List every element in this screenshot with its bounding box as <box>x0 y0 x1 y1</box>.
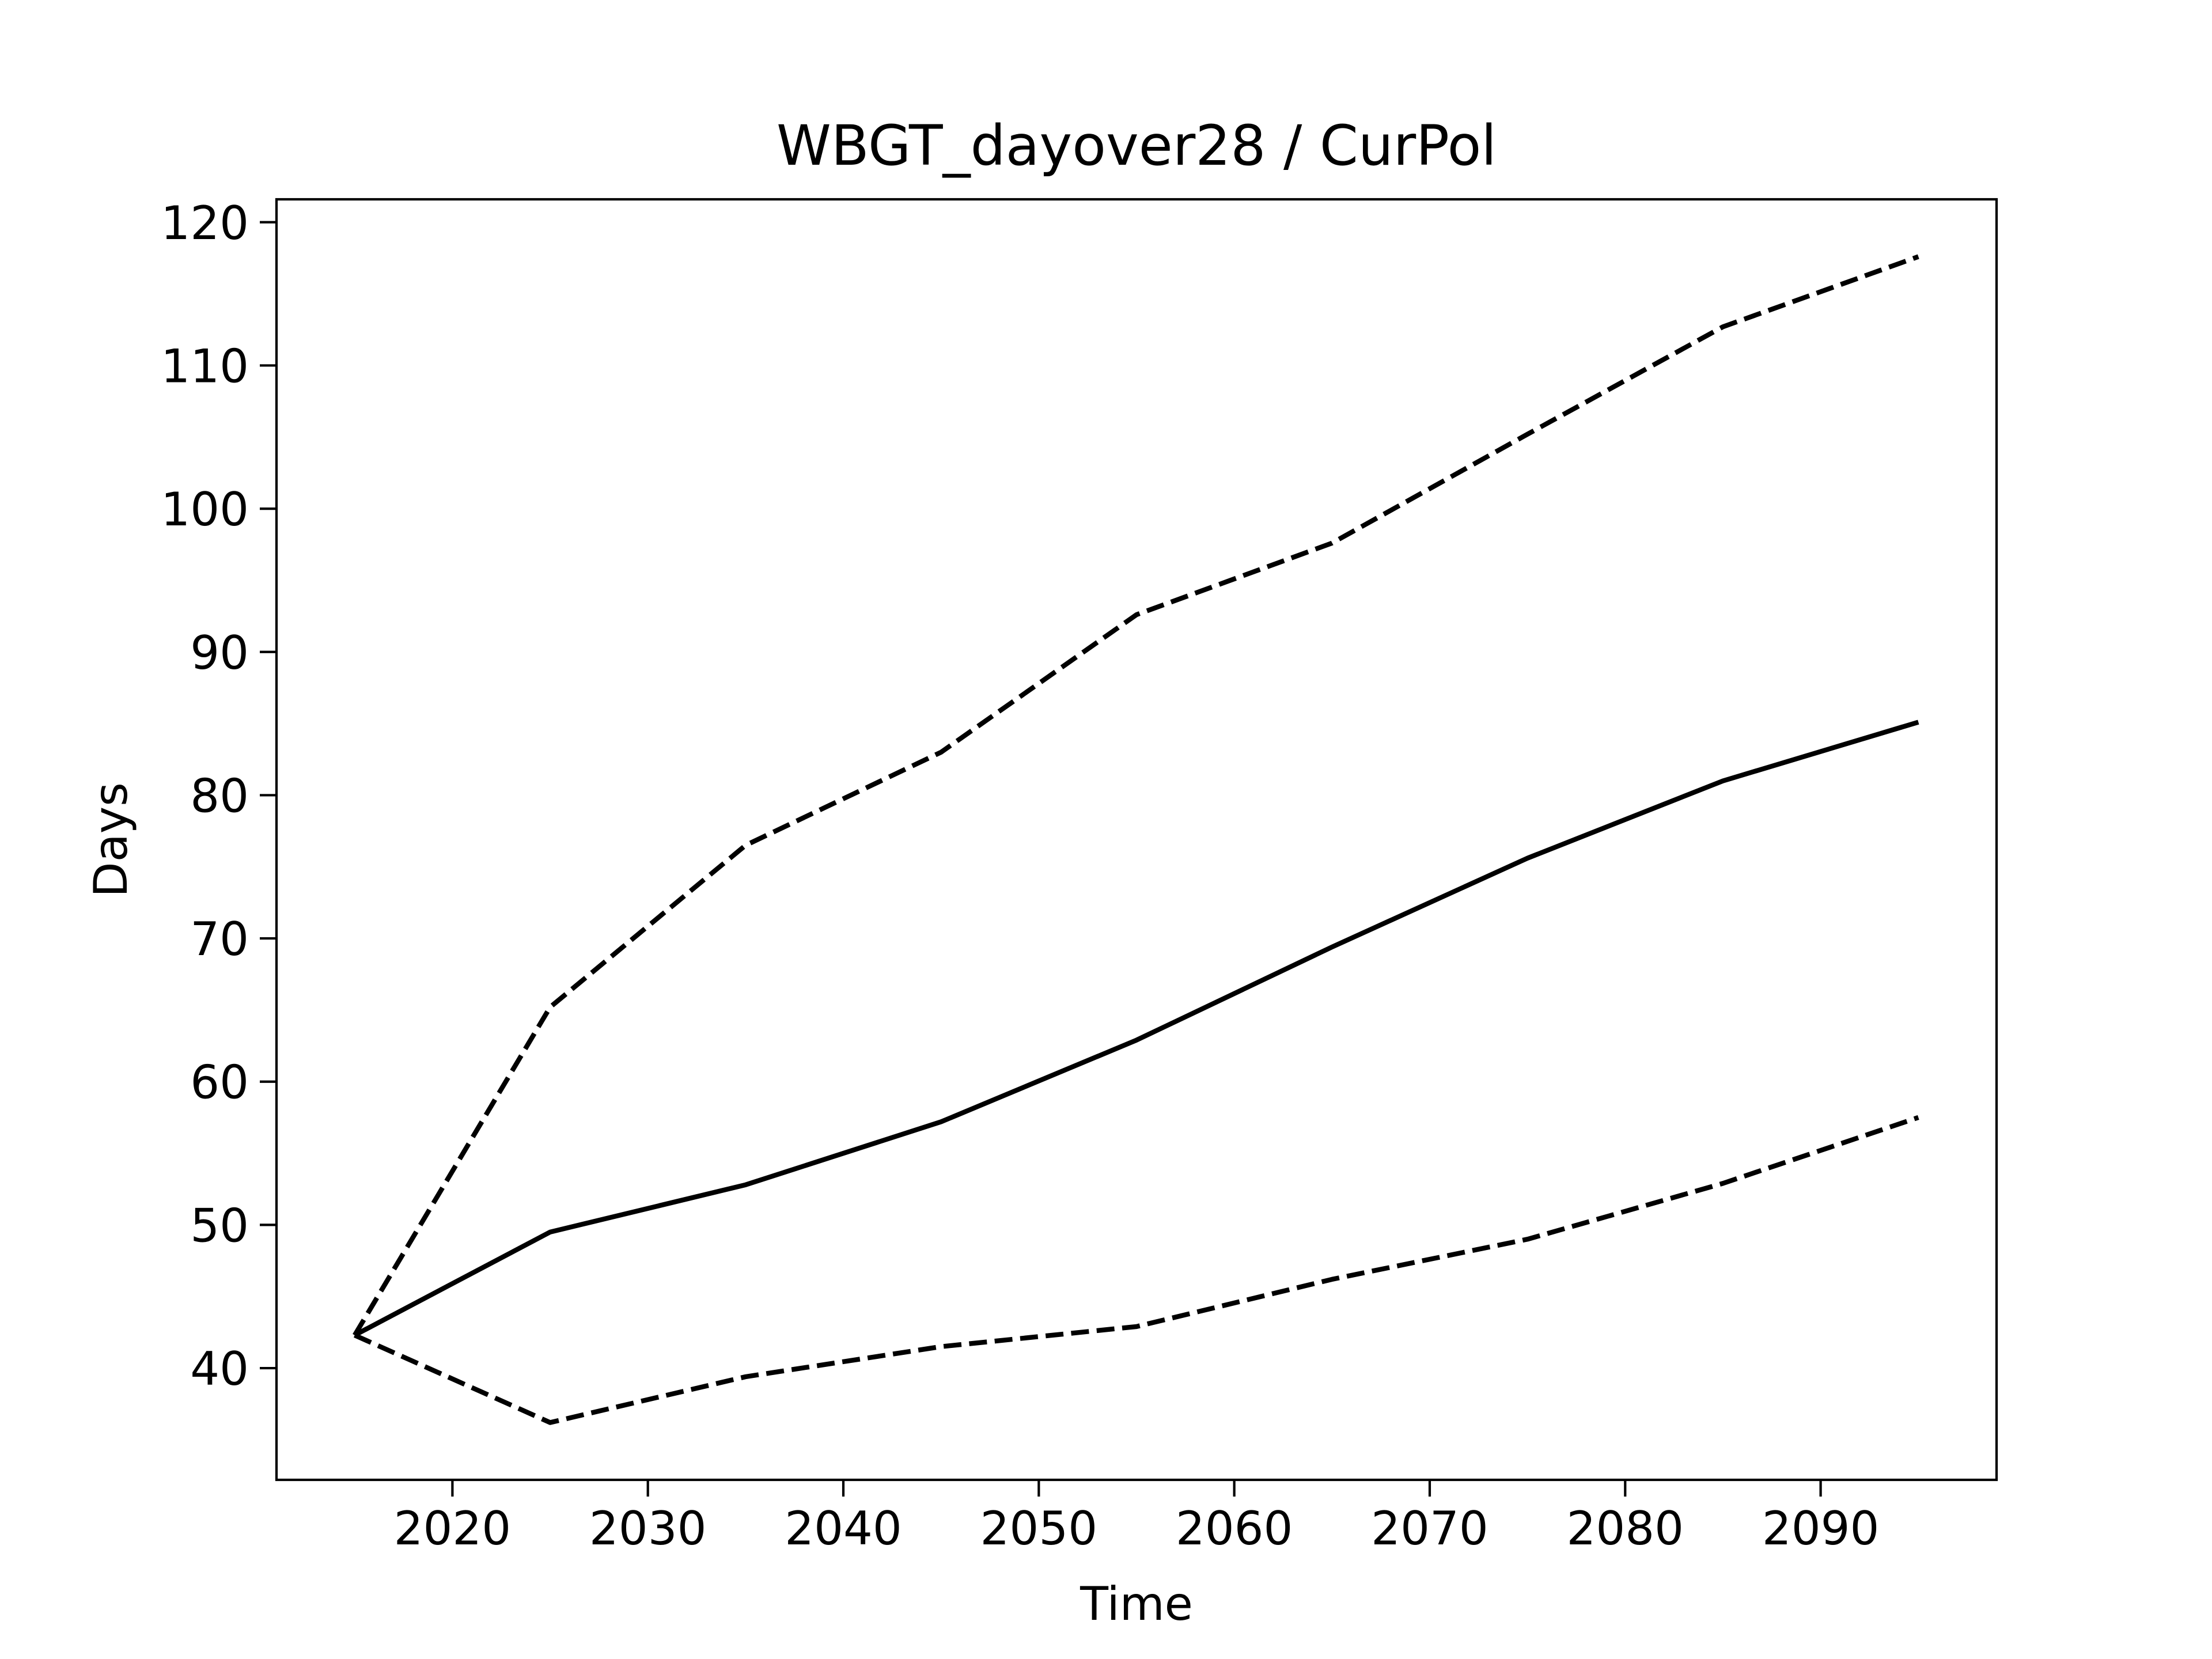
x-tick-label: 2020 <box>394 1502 512 1555</box>
y-tick-label: 50 <box>190 1199 249 1252</box>
y-tick-label: 40 <box>190 1342 249 1396</box>
x-tick-label: 2080 <box>1566 1502 1684 1555</box>
solid-series-line-1 <box>353 719 1919 1338</box>
y-tick-label: 100 <box>161 483 249 536</box>
dashed-series-line-0 <box>353 254 1919 1337</box>
y-tick-label: 120 <box>161 196 249 250</box>
y-tick-label: 60 <box>190 1056 249 1109</box>
y-axis-title: Days <box>84 782 138 897</box>
x-axis-title: Time <box>1080 1577 1193 1631</box>
x-tick-label: 2040 <box>785 1502 902 1555</box>
x-tick-label: 2090 <box>1762 1502 1880 1555</box>
plot-frame <box>275 198 1998 1482</box>
x-tick-label: 2030 <box>589 1502 707 1555</box>
x-tick-label: 2060 <box>1176 1502 1293 1555</box>
chart-title: WBGT_dayover28 / CurPol <box>777 113 1497 178</box>
y-tick-label: 70 <box>190 912 249 966</box>
plot-area <box>353 254 1919 1425</box>
y-tick-label: 80 <box>190 769 249 823</box>
x-axis: 2020 2030 2040 2050 2060 2070 2080 2090 <box>394 1480 1880 1555</box>
dashed-series-line-2 <box>353 1115 1919 1425</box>
y-axis: 40 50 60 70 80 90 100 110 120 <box>161 196 276 1396</box>
y-tick-label: 90 <box>190 626 249 680</box>
x-tick-label: 2050 <box>980 1502 1098 1555</box>
y-tick-label: 110 <box>161 339 249 393</box>
x-tick-label: 2070 <box>1371 1502 1488 1555</box>
